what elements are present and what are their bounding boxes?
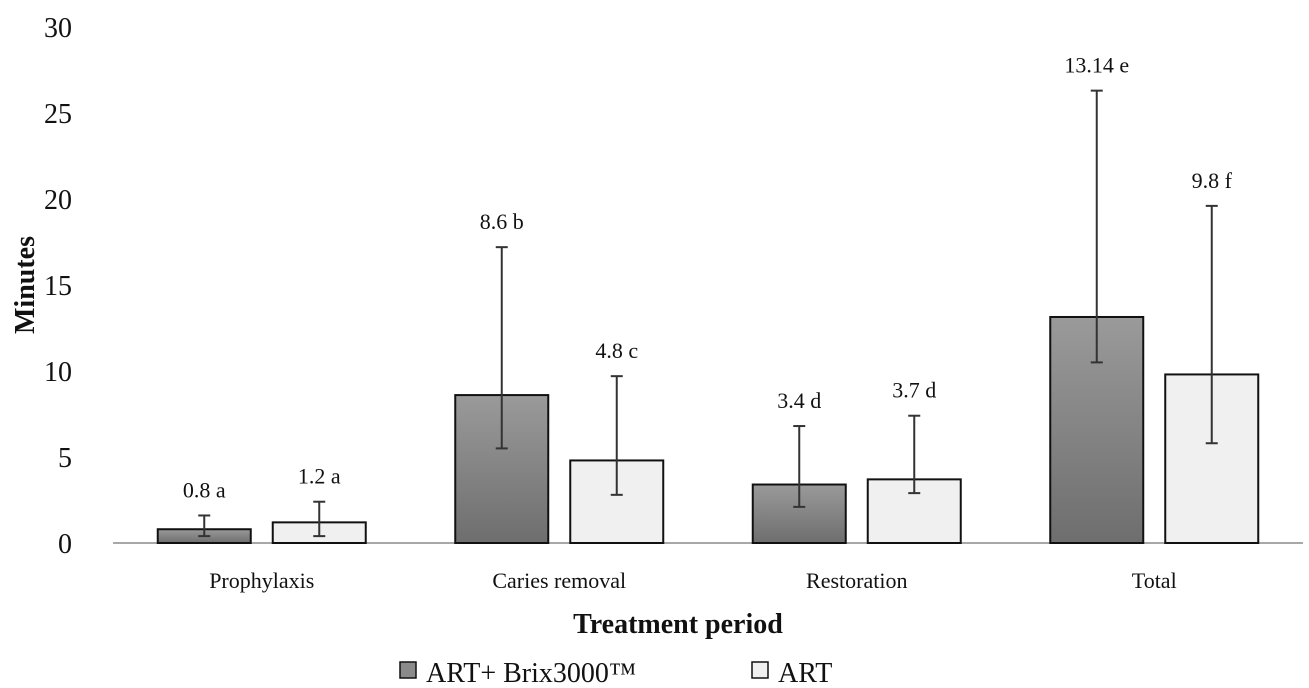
- y-tick-label: 0: [58, 529, 72, 560]
- data-label: 9.8 f: [1192, 168, 1233, 193]
- x-category-label: Prophylaxis: [209, 568, 314, 593]
- x-category-label: Restoration: [806, 568, 907, 593]
- x-category-label: Caries removal: [492, 568, 626, 593]
- data-label: 4.8 c: [595, 338, 638, 363]
- y-tick-label: 20: [44, 185, 72, 216]
- x-axis-title: Treatment period: [573, 609, 783, 640]
- legend-label: ART: [778, 658, 832, 688]
- y-tick-label: 25: [44, 99, 72, 130]
- data-label: 3.7 d: [892, 378, 936, 403]
- legend-swatch: [751, 661, 769, 679]
- data-label: 8.6 b: [480, 209, 524, 234]
- x-category-label: Total: [1132, 568, 1177, 593]
- y-tick-label: 10: [44, 357, 72, 388]
- bars-group: [156, 315, 1260, 544]
- data-label: 13.14 e: [1064, 53, 1129, 78]
- y-axis-title: Minutes: [10, 236, 41, 334]
- legend: ART+ Brix3000™ ART: [399, 658, 832, 688]
- legend-swatch: [399, 661, 417, 679]
- y-tick-label: 5: [58, 443, 72, 474]
- data-label: 0.8 a: [183, 477, 226, 502]
- y-tick-label: 30: [44, 13, 72, 44]
- data-label: 3.4 d: [777, 388, 821, 413]
- data-labels-group: 0.8 a 1.2 a 8.6 b 4.8 c 3.4 d 3.7 d 13.14 e 9.8…: [183, 53, 1233, 503]
- x-axis-categories: Prophylaxis Caries removal Restoration Tota…: [209, 568, 1177, 593]
- y-tick-label: 15: [44, 271, 72, 302]
- data-label: 1.2 a: [298, 464, 341, 489]
- y-axis-ticks: 0 5 10 15 20 25 30: [44, 13, 72, 560]
- legend-label: ART+ Brix3000™: [426, 658, 636, 688]
- error-bars-group: [198, 89, 1218, 538]
